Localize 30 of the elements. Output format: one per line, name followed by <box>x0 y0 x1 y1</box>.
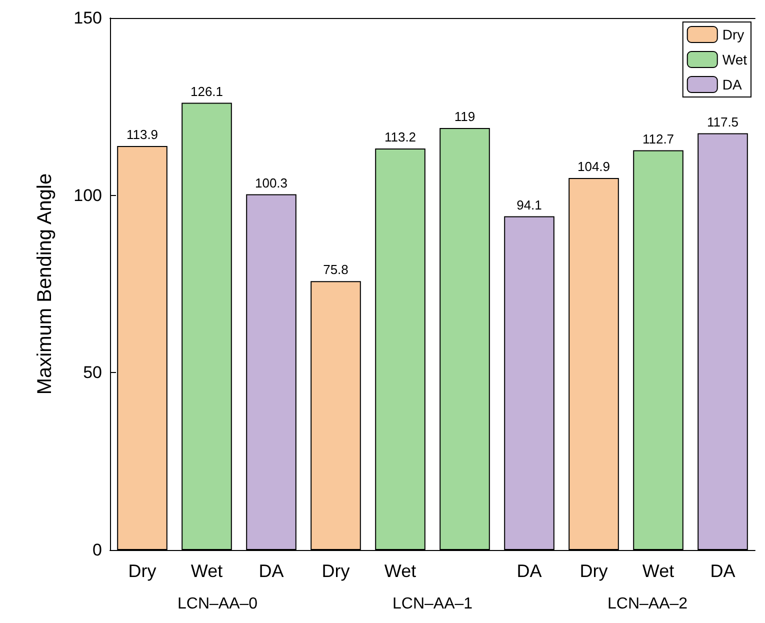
text: LCN–AA–0 <box>178 596 258 612</box>
data-label: 100.3 <box>254 175 288 190</box>
y-tick-label: 0 <box>92 540 102 560</box>
legend-label: DA <box>722 76 742 92</box>
x-tick-label: Wet <box>384 561 416 581</box>
x-tick-label: DA <box>710 561 736 581</box>
data-label: 113.9 <box>126 127 158 142</box>
y-tick-label: 150 <box>74 8 102 28</box>
x-tick-label: Dry <box>128 561 156 581</box>
legend-label: Dry <box>722 26 744 42</box>
legend-label: Wet <box>722 52 748 68</box>
text: LCN–AA–1 <box>392 596 473 612</box>
x-tick-label: DA <box>258 561 284 581</box>
data-label: 119 <box>454 108 476 124</box>
data-label: 75.8 <box>323 262 348 278</box>
x-tick-label: Dry <box>580 561 608 581</box>
x-tick-label: Dry <box>322 561 350 581</box>
y-axis-title: Maximum Bending Angle <box>34 173 56 395</box>
data-label: 94.1 <box>516 197 542 212</box>
data-label: 126.1 <box>190 84 224 99</box>
x-tick-label: DA <box>516 561 542 581</box>
x-tick-label: Wet <box>642 561 674 581</box>
y-tick-label: 100 <box>74 186 102 205</box>
data-label: 113.2 <box>384 130 416 145</box>
y-tick-label: 50 <box>83 363 102 382</box>
text: LCN–AA–2 <box>608 596 688 612</box>
x-tick-label: Wet <box>190 561 223 581</box>
data-label: 104.9 <box>577 158 610 174</box>
data-label: 117.5 <box>706 114 739 130</box>
data-label: 112.7 <box>642 131 674 146</box>
